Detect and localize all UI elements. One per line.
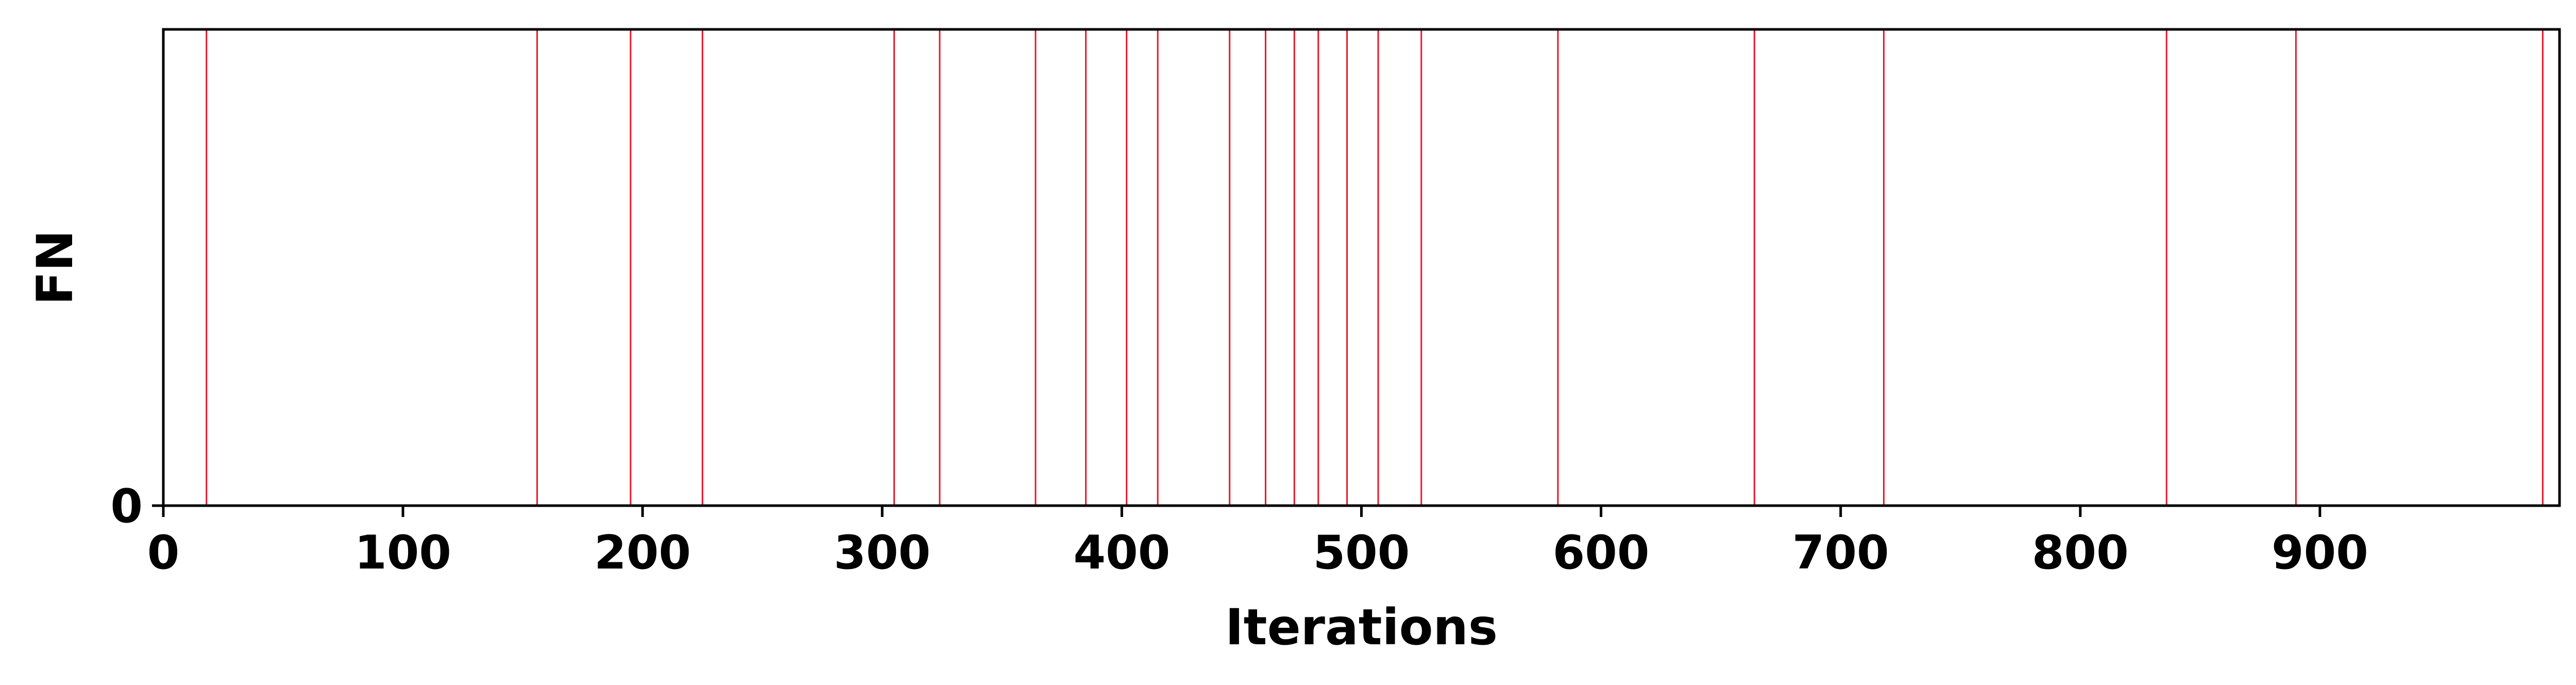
x-tick-label: 800 <box>2032 526 2129 580</box>
x-tick-label: 700 <box>1792 526 1889 580</box>
x-tick-label: 900 <box>2272 526 2368 580</box>
x-ticks: 0 100 200 300 400 500 600 700 800 900 <box>147 506 2368 580</box>
y-axis-label: FN <box>26 230 84 305</box>
x-tick-label: 0 <box>147 526 180 580</box>
x-tick-label: 100 <box>354 526 451 580</box>
x-tick-label: 400 <box>1073 526 1170 580</box>
y-ticks: 0 <box>110 479 163 533</box>
x-tick-label: 600 <box>1553 526 1650 580</box>
plot-area-frame <box>162 28 2561 507</box>
x-tick-label: 200 <box>594 526 691 580</box>
x-tick-label: 500 <box>1313 526 1410 580</box>
x-tick-label: 300 <box>834 526 930 580</box>
y-tick-label: 0 <box>110 479 143 533</box>
x-axis-label: Iterations <box>1225 598 1498 656</box>
event-lines <box>206 29 2544 506</box>
